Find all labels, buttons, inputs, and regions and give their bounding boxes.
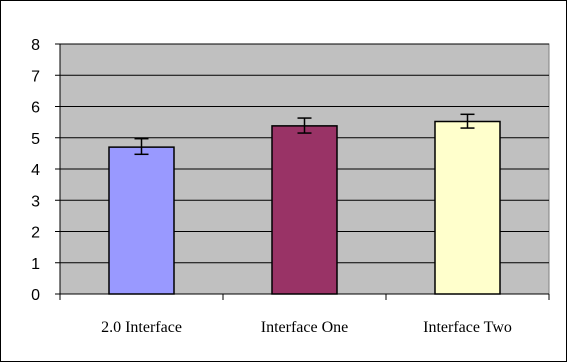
- bar: [271, 125, 338, 295]
- y-tick-label: 8: [31, 37, 40, 54]
- y-tick-label: 5: [31, 131, 40, 148]
- x-category-label: Interface Two: [423, 319, 512, 336]
- y-tick-label: 1: [31, 256, 40, 273]
- y-tick-label: 4: [31, 162, 40, 179]
- bars: [108, 120, 501, 295]
- x-category-label: 2.0 Interface: [101, 319, 182, 336]
- y-tick-label: 6: [31, 100, 40, 117]
- y-tick-label: 0: [31, 287, 40, 304]
- error-bars: [134, 113, 475, 156]
- x-axis-category-labels: 2.0 Interface Interface One Interface Two: [101, 319, 512, 336]
- bar: [434, 120, 501, 295]
- x-category-label: Interface One: [261, 319, 349, 336]
- axes: [55, 43, 550, 300]
- y-tick-label: 3: [31, 193, 40, 210]
- bar: [108, 146, 175, 295]
- y-tick-label: 2: [31, 225, 40, 242]
- y-tick-label: 7: [31, 68, 40, 85]
- y-axis-tick-labels: 0 1 2 3 4 5 6 7 8: [31, 37, 40, 304]
